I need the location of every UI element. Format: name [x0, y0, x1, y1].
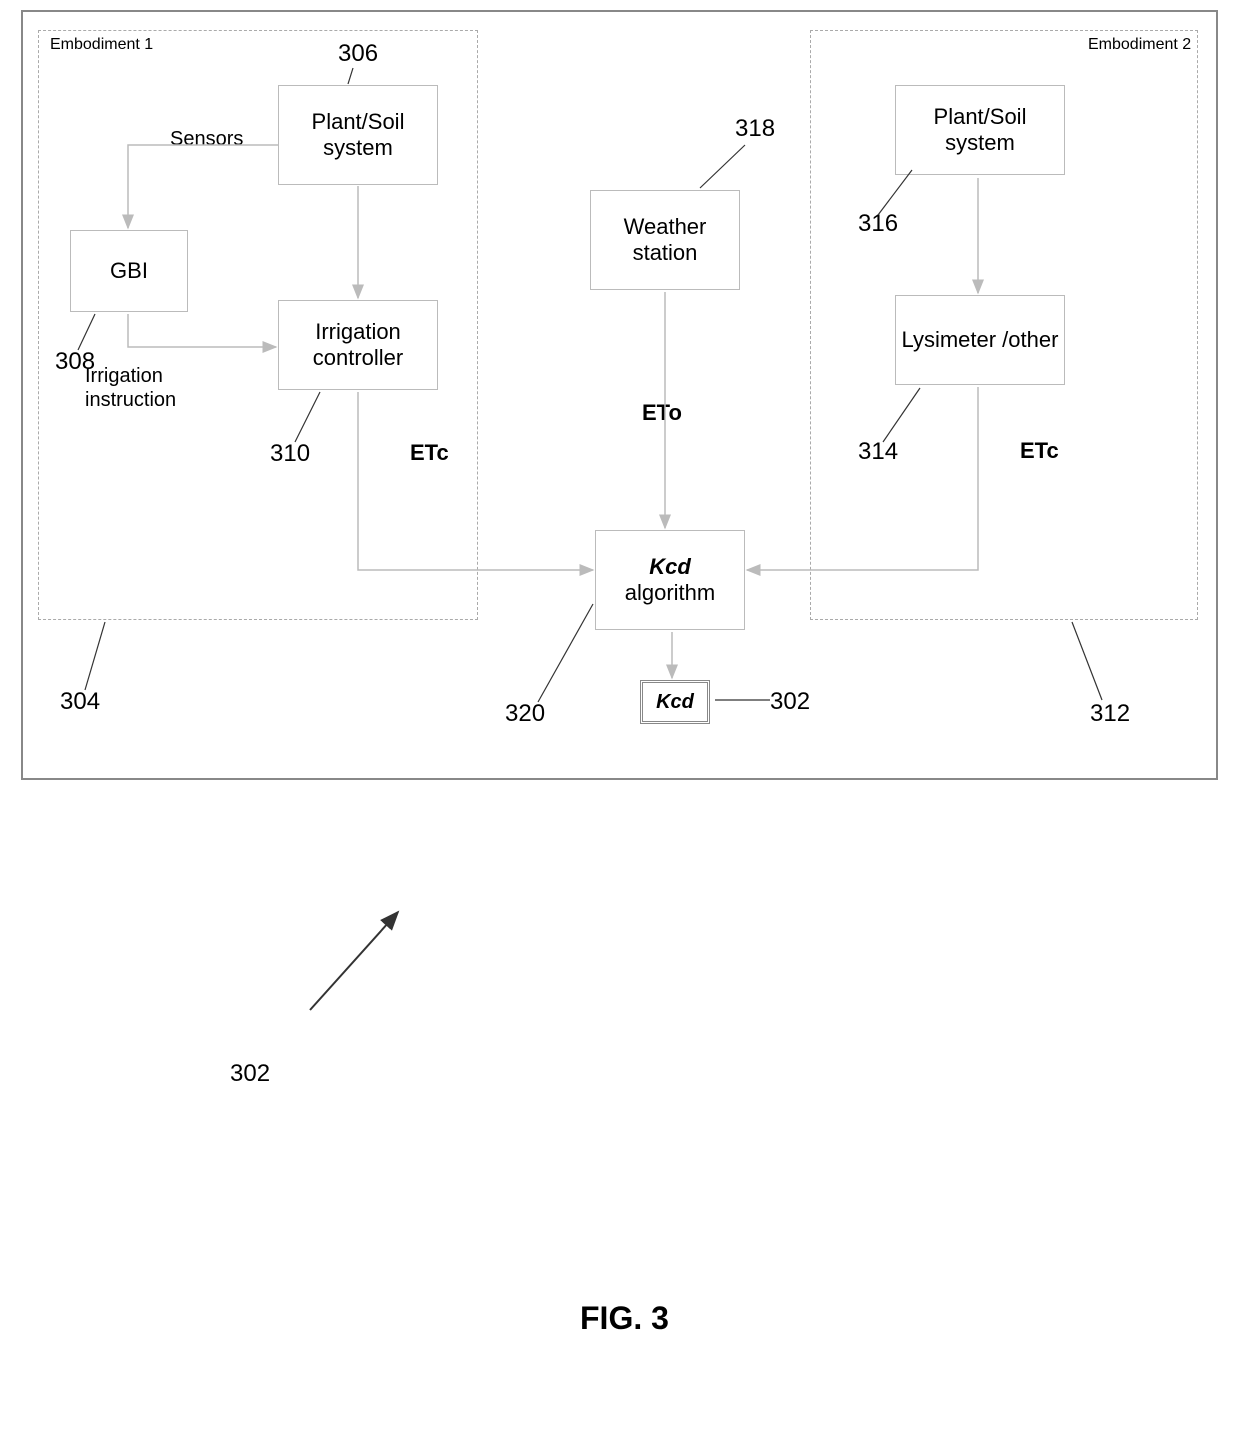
lysimeter-label: Lysimeter /other — [902, 327, 1059, 353]
ref-312: 312 — [1090, 700, 1130, 728]
ref-320: 320 — [505, 700, 545, 728]
figure-label: FIG. 3 — [580, 1300, 669, 1337]
kcd-output-label: Kcd — [656, 691, 694, 714]
ref-310: 310 — [270, 440, 310, 468]
eto-label: ETo — [642, 400, 682, 426]
kcd-algo-node: Kcdalgorithm — [595, 530, 745, 630]
embodiment1-label: Embodiment 1 — [50, 36, 153, 54]
plant-soil-1-label: Plant/Soil system — [279, 109, 437, 161]
ref-302: 302 — [770, 688, 810, 716]
lysimeter-node: Lysimeter /other — [895, 295, 1065, 385]
ref-318: 318 — [735, 115, 775, 143]
ref-304: 304 — [60, 688, 100, 716]
weather-node: Weather station — [590, 190, 740, 290]
embodiment2-label: Embodiment 2 — [1088, 36, 1191, 54]
ref-314: 314 — [858, 438, 898, 466]
kcd-output-node: Kcd — [640, 680, 710, 724]
diagram-container: Embodiment 1 Embodiment 2 Plant/Soil sys… — [0, 0, 1240, 1437]
ref-316: 316 — [858, 210, 898, 238]
etc2-label: ETc — [1020, 438, 1059, 464]
plant-soil-2-label: Plant/Soil system — [896, 104, 1064, 156]
gbi-label: GBI — [110, 258, 148, 284]
ref-306: 306 — [338, 40, 378, 68]
plant-soil-2-node: Plant/Soil system — [895, 85, 1065, 175]
sensors-label: Sensors — [170, 128, 243, 151]
irrigation-instruction-label: Irrigationinstruction — [85, 364, 205, 412]
plant-soil-1-node: Plant/Soil system — [278, 85, 438, 185]
weather-label: Weather station — [591, 214, 739, 266]
irrigation-node: Irrigation controller — [278, 300, 438, 390]
ref-308: 308 — [55, 348, 95, 376]
etc1-label: ETc — [410, 440, 449, 466]
ref-302b: 302 — [230, 1060, 270, 1088]
gbi-node: GBI — [70, 230, 188, 312]
irrigation-label: Irrigation controller — [279, 319, 437, 371]
